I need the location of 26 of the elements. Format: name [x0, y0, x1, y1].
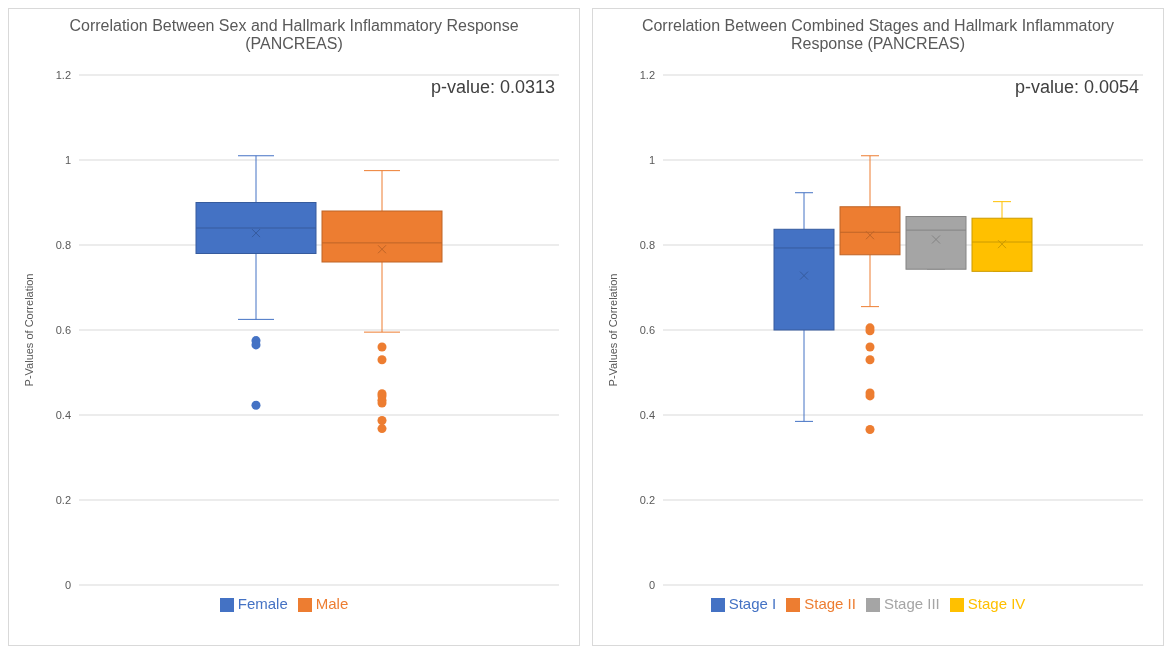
y-tick-label: 0.2	[639, 493, 655, 506]
legend-label: Stage I	[728, 595, 777, 612]
y-axis-title: P-Values of Correlation	[22, 273, 35, 387]
annotation: p-value: 0.0313	[430, 77, 555, 98]
y-tick-label: 0.4	[55, 408, 71, 421]
legend-label: Stage III	[883, 595, 940, 612]
y-tick-label: 0.2	[55, 493, 71, 506]
y-axis-title: P-Values of Correlation	[606, 273, 619, 387]
y-tick-label: 1.2	[639, 68, 655, 81]
y-tick-label: 0.8	[639, 238, 655, 251]
y-tick-label: 0.8	[55, 238, 71, 251]
chart-title: Correlation Between Sex and Hallmark Inflammatory Response (PANCREAS)	[68, 16, 520, 54]
legend-label: Stage II	[804, 595, 856, 612]
y-tick-label: 0	[64, 578, 71, 591]
chart-title: Correlation Between Combined Stages and Hallmark Inflammatory Response (PANCREAS)	[640, 16, 1116, 54]
legend-label: Male	[315, 595, 349, 612]
annotation: p-value: 0.0054	[1014, 77, 1139, 98]
y-tick-label: 0	[648, 578, 655, 591]
y-tick-label: 1	[64, 153, 71, 166]
y-tick-label: 1	[648, 153, 655, 166]
legend-label: Female	[237, 595, 288, 612]
y-tick-label: 0.6	[55, 323, 71, 336]
y-tick-label: 1.2	[55, 68, 71, 81]
legend-label: Stage IV	[967, 595, 1026, 612]
y-tick-label: 0.4	[639, 408, 655, 421]
y-tick-label: 0.6	[639, 323, 655, 336]
